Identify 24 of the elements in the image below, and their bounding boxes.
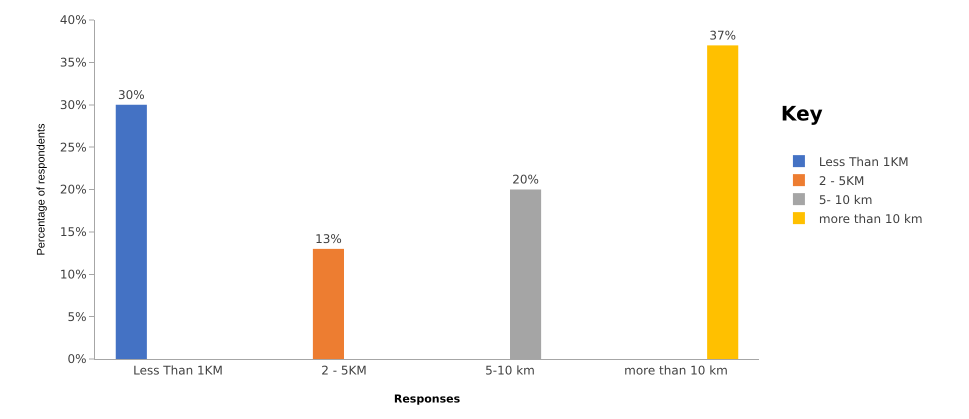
y-tick-label: 0%	[68, 352, 87, 366]
data-label: 30%	[118, 88, 145, 102]
y-tick-label: 10%	[60, 267, 87, 282]
y-tick-label: 25%	[60, 140, 87, 154]
legend-label: more than 10 km	[818, 212, 923, 226]
x-axis-title: Responses	[394, 392, 461, 406]
y-tick-label: 20%	[60, 182, 87, 197]
data-label: 20%	[512, 172, 539, 186]
y-tick-label: 5%	[68, 310, 87, 324]
x-tick-label: 2 - 5KM	[321, 363, 367, 378]
x-tick-label: 5-10 km	[485, 363, 535, 378]
y-axis-title: Percentage of respondents	[36, 122, 48, 256]
y-tick-label: 35%	[60, 56, 87, 70]
y-tick-label: 15%	[60, 225, 87, 240]
y-tick-label: 40%	[60, 13, 87, 28]
x-tick-label: more than 10 km	[624, 363, 728, 378]
data-label: 37%	[709, 28, 736, 42]
data-label: 13%	[315, 232, 342, 246]
legend-label: 2 - 5KM	[818, 174, 864, 188]
legend-label: Less Than 1KM	[818, 154, 909, 169]
legend-label: 5- 10 km	[818, 192, 872, 207]
legend-title: Key	[780, 102, 823, 126]
x-tick-label: Less Than 1KM	[133, 363, 223, 378]
y-tick-label: 30%	[60, 98, 87, 112]
